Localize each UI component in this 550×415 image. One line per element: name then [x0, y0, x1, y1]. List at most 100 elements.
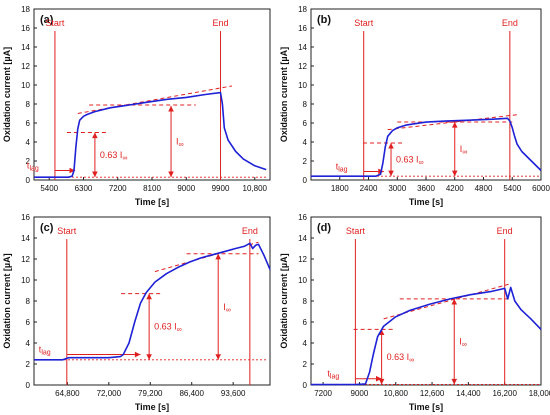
plot-frame [310, 8, 542, 181]
y-tick-label: 8 [26, 297, 31, 306]
x-tick-label: 8100 [143, 184, 161, 193]
y-axis-label: Oxidation current [µA] [2, 47, 12, 142]
current-series-line [311, 286, 542, 386]
x-tick-label: 5400 [40, 184, 58, 193]
panel-label: (b) [317, 14, 331, 26]
x-tick-label: 7200 [109, 184, 127, 193]
t-lag-label: tlag [39, 345, 51, 357]
y-tick-label: 6 [303, 318, 308, 327]
y-tick-label: 12 [298, 255, 307, 264]
panel-c: 0 2 4 6 8 10 12 14 16 64,800 72,000 79,200 86,400 93,… [2, 213, 271, 412]
start-label: Start [57, 226, 77, 236]
i-inf-label-subscript: ∞ [179, 142, 184, 149]
t-lag-label-subscript: lag [330, 374, 339, 381]
x-tick-label: 86,400 [179, 389, 204, 398]
t-lag-arrow-head [376, 375, 382, 382]
x-tick-label: 10,800 [384, 389, 409, 398]
y-tick-label: 8 [303, 297, 308, 306]
y-tick-label: 4 [303, 339, 308, 348]
x-tick-label: 93,600 [221, 389, 246, 398]
i-inf-arrow-head-top [451, 122, 458, 128]
i63-arrow-head-top [146, 293, 152, 300]
x-tick-label: 14,400 [456, 389, 481, 398]
y-axis-label: Oxidation current [µA] [279, 47, 289, 142]
i63-arrow-head-top [388, 142, 394, 149]
i63-label-subscript: ∞ [122, 155, 127, 162]
y-tick-label: 18 [21, 5, 30, 14]
x-tick-label: 9900 [212, 184, 230, 193]
t-lag-label-subscript: lag [338, 166, 347, 173]
i-inf-arrow-head-top [168, 105, 174, 112]
i63-arrow-head-bottom [92, 171, 98, 178]
start-label: Start [45, 18, 65, 28]
i63-arrow-head-bottom [378, 378, 385, 385]
x-tick-label: 79,200 [138, 389, 163, 398]
x-axis-label: Time [s] [135, 402, 169, 412]
t-lag-label-subscript: lag [29, 166, 38, 173]
i-inf-arrow-head-bottom [215, 354, 221, 360]
x-tick-label: 9000 [351, 389, 369, 398]
y-tick-label: 16 [21, 213, 30, 222]
i63-label: 0.63 I∞ [154, 322, 182, 334]
i-inf-arrow-head-bottom [451, 170, 458, 177]
y-tick-label: 8 [26, 100, 31, 109]
end-label: End [502, 18, 518, 28]
i-inf-label: I∞ [223, 302, 231, 314]
y-axis-label: Oxidation current [µA] [279, 253, 289, 348]
end-label: End [497, 226, 513, 236]
t-lag-arrow-head [134, 351, 141, 358]
i-inf-label: I∞ [460, 144, 468, 156]
panel-label: (d) [317, 222, 331, 234]
panel-a: 0 2 4 6 8 10 12 14 16 18 5400 6300 7200 8100 9000 9900 1… [2, 5, 271, 207]
x-tick-label: 5400 [503, 184, 521, 193]
plot-frame [310, 216, 542, 386]
t-lag-label-subscript: lag [41, 350, 50, 357]
t-lag-label: tlag [27, 161, 39, 173]
y-tick-label: 12 [21, 255, 30, 264]
x-tick-label: 3000 [388, 184, 406, 193]
y-tick-label: 2 [26, 157, 31, 166]
i-inf-label-subscript: ∞ [226, 307, 231, 314]
i-inf-arrow-head-bottom [451, 378, 458, 385]
panel-label: (c) [40, 222, 54, 234]
i-inf-arrow-head-top [215, 253, 221, 260]
i63-label: 0.63 I∞ [387, 352, 415, 364]
i63-arrow-head-bottom [146, 354, 152, 360]
y-tick-label: 18 [298, 5, 307, 14]
y-tick-label: 2 [303, 157, 308, 166]
y-tick-label: 0 [26, 176, 31, 185]
panel-d: 0 2 4 6 8 10 12 14 16 7200 9000 10,800 12,600 14,400 1… [279, 213, 550, 412]
x-tick-label: 6300 [75, 184, 93, 193]
y-tick-label: 0 [303, 176, 308, 185]
tangent-dashed-line [154, 241, 259, 273]
y-tick-label: 10 [298, 81, 307, 90]
x-tick-label: 72,000 [97, 389, 122, 398]
i-inf-label: I∞ [459, 337, 467, 349]
y-tick-label: 10 [21, 81, 30, 90]
x-axis-label: Time [s] [409, 402, 443, 412]
current-series-line [311, 117, 542, 177]
current-series-line [34, 242, 271, 361]
y-tick-label: 0 [303, 381, 308, 390]
plot-frame [33, 8, 271, 181]
y-tick-label: 8 [303, 100, 308, 109]
y-tick-label: 14 [298, 234, 307, 243]
i-inf-arrow-head-top [451, 298, 458, 305]
y-tick-label: 14 [21, 234, 30, 243]
panel-label: (a) [40, 14, 54, 26]
x-tick-label: 9000 [177, 184, 195, 193]
x-tick-label: 4800 [475, 184, 493, 193]
y-axis-label: Oxidation current [µA] [2, 253, 12, 348]
x-tick-label: 3600 [417, 184, 435, 193]
start-label: Start [346, 226, 366, 236]
current-series-line [34, 91, 267, 178]
end-label: End [242, 226, 258, 236]
y-tick-label: 6 [26, 318, 31, 327]
i63-label: 0.63 I∞ [100, 150, 128, 162]
y-tick-label: 2 [303, 360, 308, 369]
tangent-dashed-line [77, 85, 233, 114]
y-tick-label: 2 [26, 360, 31, 369]
i-inf-label-subscript: ∞ [462, 342, 467, 349]
y-tick-label: 16 [298, 24, 307, 33]
x-tick-label: 64,800 [55, 389, 80, 398]
